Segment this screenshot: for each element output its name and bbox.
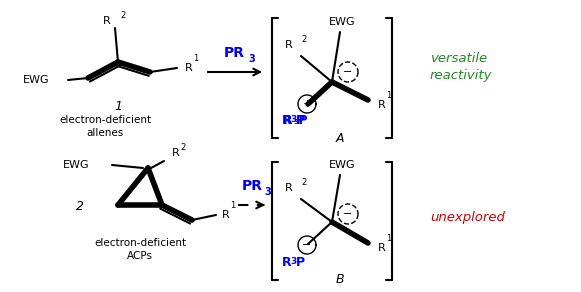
- Text: 2: 2: [301, 35, 306, 44]
- Text: PR: PR: [242, 179, 263, 193]
- Text: R: R: [282, 256, 292, 269]
- Text: 2: 2: [180, 143, 185, 152]
- Text: R: R: [222, 210, 229, 220]
- Text: −: −: [343, 67, 353, 77]
- Text: R: R: [185, 63, 193, 73]
- Text: EWG: EWG: [23, 75, 50, 85]
- Text: +: +: [302, 99, 311, 109]
- Text: 3: 3: [290, 257, 296, 266]
- Text: unexplored: unexplored: [430, 211, 505, 225]
- Text: P: P: [296, 256, 305, 269]
- Text: R: R: [378, 100, 386, 110]
- Text: R: R: [282, 114, 292, 126]
- Text: R: R: [285, 183, 293, 193]
- Text: 2: 2: [76, 201, 84, 213]
- Text: 1: 1: [386, 91, 391, 100]
- Text: R: R: [285, 40, 293, 50]
- Text: 3: 3: [248, 54, 254, 64]
- Text: 2: 2: [301, 178, 306, 187]
- Text: R: R: [378, 243, 386, 253]
- Text: 1: 1: [114, 100, 122, 113]
- Text: R: R: [284, 114, 293, 126]
- Text: EWG: EWG: [63, 160, 90, 170]
- Text: EWG: EWG: [329, 160, 356, 170]
- Text: electron-deficient: electron-deficient: [94, 238, 186, 248]
- Text: ₃P: ₃P: [293, 114, 307, 126]
- Text: R: R: [103, 16, 111, 26]
- Text: 1: 1: [193, 54, 198, 63]
- Text: reactivity: reactivity: [430, 69, 493, 83]
- Text: versatile: versatile: [430, 51, 487, 65]
- Text: 3: 3: [290, 115, 296, 124]
- Text: 3: 3: [264, 187, 271, 197]
- Text: A: A: [336, 132, 345, 145]
- Text: −: −: [343, 209, 353, 219]
- Text: 1: 1: [386, 234, 391, 243]
- Text: ACPs: ACPs: [127, 251, 153, 261]
- Text: B: B: [336, 273, 345, 286]
- Text: 2: 2: [120, 11, 125, 20]
- Text: R: R: [172, 148, 180, 158]
- Text: 1: 1: [230, 201, 235, 210]
- Text: −: −: [302, 240, 311, 250]
- Text: EWG: EWG: [329, 17, 356, 27]
- Text: electron-deficient: electron-deficient: [59, 115, 151, 125]
- Text: P: P: [296, 114, 305, 126]
- Text: PR: PR: [224, 46, 245, 60]
- Text: allenes: allenes: [87, 128, 124, 138]
